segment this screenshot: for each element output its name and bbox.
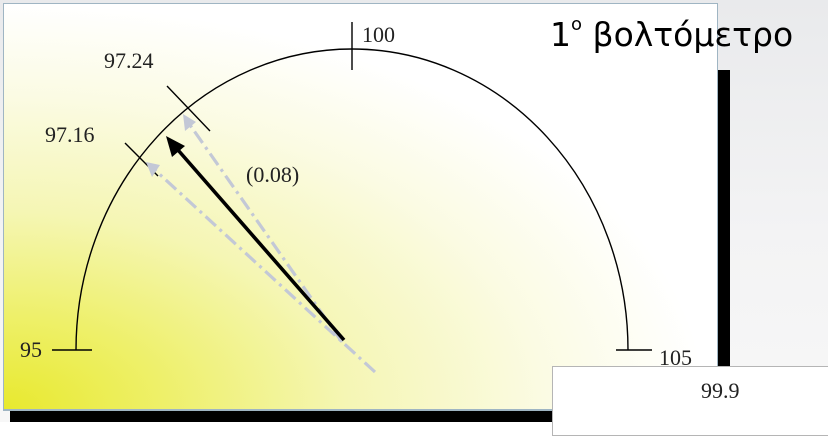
label-difference: (0.08) (246, 162, 299, 187)
meter-shadow-right (717, 70, 730, 422)
second-meter-card: 99.9 (552, 366, 828, 436)
label-max: 105 (659, 345, 692, 370)
second-meter-value: 99.9 (701, 378, 740, 403)
gauge-arc (75, 48, 629, 351)
gauge-diagram: 95 105 100 97.24 97.16 (0.08) (20, 22, 692, 374)
label-97-24: 97.24 (104, 48, 154, 73)
title-number: 1 (550, 15, 571, 54)
label-min: 95 (20, 337, 42, 362)
tick-97-24 (166, 85, 211, 132)
meter-shadow-bottom (10, 409, 730, 422)
title-superscript: ο (571, 14, 583, 35)
slide-title: 1ο βολτόμετρο (550, 15, 794, 54)
ghost-needles (146, 114, 377, 374)
label-97-16: 97.16 (45, 122, 95, 147)
label-mid: 100 (362, 22, 395, 47)
meter-face (4, 4, 717, 409)
needle (166, 136, 346, 342)
title-text: βολτόμετρο (582, 15, 794, 54)
